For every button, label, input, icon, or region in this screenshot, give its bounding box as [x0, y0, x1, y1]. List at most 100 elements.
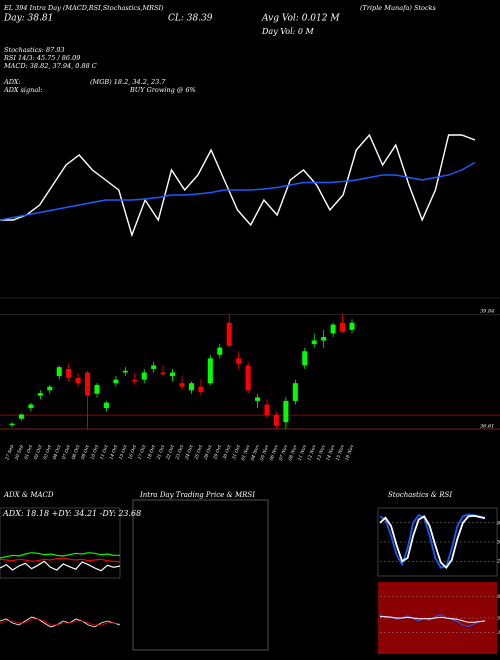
x-tick-label: 06 Nov	[269, 444, 280, 462]
candle-body	[66, 368, 72, 378]
candle-body	[113, 379, 119, 384]
x-tick-label: 18 Nov	[344, 444, 355, 462]
y-tick-label: 36.61	[480, 423, 494, 429]
x-tick-label: 10 Oct	[89, 444, 100, 460]
series-line	[0, 616, 121, 628]
panel-frame	[132, 499, 269, 651]
candle-body	[94, 384, 100, 394]
x-tick-label: 11 Nov	[297, 444, 308, 462]
candle-body	[151, 365, 157, 369]
candle-body	[273, 415, 279, 426]
x-tick-label: 16 Oct	[127, 444, 138, 460]
header-text: RSI 14/3: 45.75 / 86.09	[3, 54, 80, 62]
series-line	[0, 133, 476, 238]
x-tick-label: 13 Nov	[316, 444, 327, 462]
candle-body	[283, 400, 289, 423]
candle-body	[179, 383, 185, 387]
x-tick-label: 07 Nov	[278, 444, 289, 462]
candle-body	[28, 404, 34, 409]
candle-body	[292, 383, 298, 401]
x-tick-label: 04 Nov	[250, 444, 261, 462]
x-tick-label: 14 Oct	[108, 444, 119, 460]
x-tick-label: 23 Oct	[174, 444, 185, 461]
y-tick-label: 39.84	[480, 309, 494, 315]
candle-body	[226, 322, 232, 346]
x-tick-label: 15 Nov	[335, 444, 346, 462]
x-tick-label: 27 Sep	[4, 444, 15, 462]
panel-subtitle: ADX: 18.18 +DY: 34.21 -DY: 23.68	[2, 509, 141, 518]
series-line	[0, 161, 476, 221]
candle-body	[75, 377, 81, 384]
series-line	[380, 616, 486, 623]
candle-body	[37, 393, 43, 396]
candle-body	[85, 372, 91, 396]
header-text: ADX signal:	[3, 86, 43, 94]
candle-body	[349, 322, 355, 330]
x-tick-label: 31 Oct	[231, 444, 242, 460]
candle-body	[132, 379, 138, 382]
candle-body	[18, 414, 24, 419]
y-tick-label: 50	[497, 616, 500, 622]
x-tick-label: 12 Nov	[306, 444, 317, 462]
x-tick-label: 09 Oct	[80, 444, 91, 460]
candle-body	[9, 423, 15, 426]
x-tick-label: 29 Oct	[212, 444, 223, 461]
header-text: Avg Vol: 0.012 M	[261, 14, 340, 24]
y-tick-label: 30	[497, 630, 500, 636]
x-tick-label: 17 Oct	[137, 444, 148, 460]
candle-body	[170, 372, 176, 377]
candle-body	[198, 386, 204, 393]
candle-body	[264, 404, 270, 416]
x-tick-label: 08 Nov	[287, 444, 298, 462]
y-tick-label: 20	[496, 559, 500, 565]
candle-body	[302, 351, 308, 366]
x-tick-label: 03 Oct	[42, 444, 53, 460]
panel-frame	[377, 507, 498, 577]
candle-body	[321, 336, 327, 341]
x-tick-label: 24 Oct	[184, 444, 195, 461]
x-tick-label: 01 Oct	[23, 444, 34, 460]
header-text: EL 394 Intra Day (MACD,RSI,Stochastics,M…	[3, 4, 164, 12]
header-text: Day Vol: 0 M	[261, 27, 315, 36]
series-line	[0, 557, 121, 563]
header-text: Day: 38.81	[3, 14, 53, 24]
x-tick-label: 05 Nov	[259, 444, 270, 462]
series-line	[0, 552, 120, 559]
series-line	[379, 514, 486, 569]
x-tick-label: 25 Oct	[193, 444, 204, 461]
candle-body	[207, 358, 213, 384]
candle-body	[245, 365, 251, 391]
header-text: Stochastics: 87.93	[4, 46, 65, 54]
x-tick-label: 01 Nov	[240, 444, 251, 462]
x-tick-label: 07 Oct	[61, 444, 72, 460]
series-line	[379, 513, 486, 569]
candle-body	[217, 347, 223, 355]
candle-body	[103, 402, 109, 409]
panel-frame	[0, 507, 121, 579]
candle-body	[340, 322, 346, 332]
x-tick-label: 11 Oct	[99, 444, 110, 460]
header-text: ADX:	[3, 78, 21, 86]
candle-body	[160, 372, 166, 375]
series-line	[0, 618, 121, 626]
x-tick-label: 08 Oct	[71, 444, 82, 460]
candle-body	[330, 324, 336, 334]
panel-title: Stochastics & RSI	[388, 491, 452, 499]
panel-title: ADX & MACD	[3, 491, 54, 499]
x-tick-label: 04 Oct	[52, 444, 63, 460]
x-tick-label: 28 Oct	[202, 444, 213, 461]
header-text: BUY Growing @ 6%	[129, 86, 196, 94]
x-tick-label: 15 Oct	[118, 444, 129, 460]
candle-body	[255, 397, 261, 401]
x-tick-label: 02 Oct	[33, 444, 44, 460]
candle-body	[141, 372, 147, 380]
x-tick-label: 22 Oct	[165, 444, 176, 461]
header-text: CL: 38.39	[168, 14, 213, 24]
candle-body	[122, 370, 128, 373]
candle-body	[188, 383, 194, 391]
candle-body	[311, 340, 317, 345]
y-tick-label: 80	[497, 594, 500, 600]
y-tick-label: 80	[497, 520, 500, 526]
